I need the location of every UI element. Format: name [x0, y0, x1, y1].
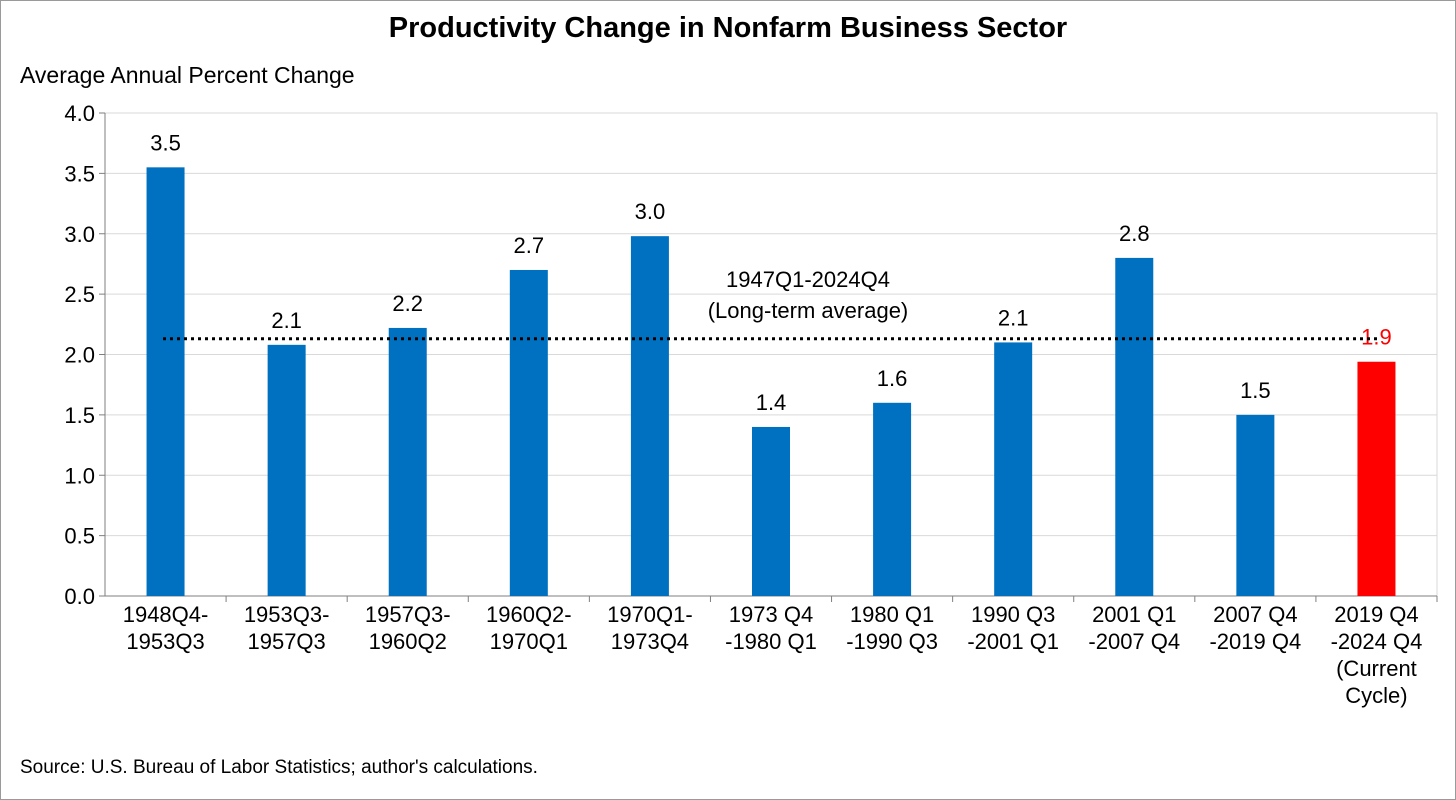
- y-tick-label: 0.0: [64, 584, 95, 609]
- x-tick-label: 1957Q3-: [365, 602, 451, 627]
- y-tick-label: 0.5: [64, 524, 95, 549]
- x-tick-label: 1970Q1-: [607, 602, 693, 627]
- bar: [1115, 257, 1154, 596]
- bar: [994, 342, 1033, 596]
- y-tick-label: 2.0: [64, 343, 95, 368]
- data-label: 2.1: [998, 305, 1029, 330]
- x-tick-label: 2019 Q4: [1334, 602, 1418, 627]
- data-label: 2.2: [392, 291, 423, 316]
- x-tick-label: 1990 Q3: [971, 602, 1055, 627]
- data-label: 2.1: [271, 308, 302, 333]
- data-label: 2.7: [514, 233, 545, 258]
- bar: [388, 327, 427, 596]
- bar: [146, 167, 185, 596]
- y-tick-label: 2.5: [64, 282, 95, 307]
- bar: [1236, 414, 1275, 596]
- x-tick-label: -2024 Q4: [1331, 629, 1423, 654]
- x-tick-label: 1960Q2-: [486, 602, 572, 627]
- data-label: 2.8: [1119, 221, 1150, 246]
- x-tick-label: 1970Q1: [490, 629, 568, 654]
- x-tick-label: 1948Q4-: [123, 602, 209, 627]
- bar: [1357, 361, 1396, 596]
- x-tick-label: 1973 Q4: [729, 602, 813, 627]
- y-axis-title: Average Annual Percent Change: [20, 62, 355, 88]
- reference-line-label: (Long-term average): [708, 298, 909, 323]
- x-tick-label: -2007 Q4: [1088, 629, 1180, 654]
- source-note: Source: U.S. Bureau of Labor Statistics;…: [20, 757, 538, 778]
- data-label: 1.9: [1361, 325, 1392, 350]
- x-tick-label: -1990 Q3: [846, 629, 938, 654]
- y-tick-label: 3.0: [64, 222, 95, 247]
- x-tick-label: 2007 Q4: [1213, 602, 1297, 627]
- x-tick-label: 1980 Q1: [850, 602, 934, 627]
- data-label: 3.0: [635, 199, 666, 224]
- bar: [873, 402, 912, 596]
- x-tick-label: 1953Q3-: [244, 602, 330, 627]
- bar: [509, 269, 548, 596]
- data-label: 1.6: [877, 366, 908, 391]
- x-tick-label: 1973Q4: [611, 629, 689, 654]
- data-label: 3.5: [150, 130, 181, 155]
- y-tick-label: 1.0: [64, 463, 95, 488]
- bar: [630, 236, 669, 597]
- x-tick-label: -1980 Q1: [725, 629, 817, 654]
- bar: [752, 426, 790, 596]
- x-tick-label: 1953Q3: [126, 629, 204, 654]
- y-tick-label: 4.0: [64, 101, 95, 126]
- data-label: 1.5: [1240, 378, 1271, 403]
- x-tick-label: -2019 Q4: [1209, 629, 1301, 654]
- chart-title: Productivity Change in Nonfarm Business …: [388, 12, 1068, 44]
- x-tick-label: 1960Q2: [369, 629, 447, 654]
- x-tick-label: 1957Q3: [247, 629, 325, 654]
- bar: [267, 344, 306, 596]
- y-tick-label: 3.5: [64, 161, 95, 186]
- reference-line-label: 1947Q1-2024Q4: [726, 267, 890, 292]
- data-label: 1.4: [756, 390, 787, 415]
- x-tick-label: Cycle): [1345, 683, 1407, 708]
- x-tick-label: -2001 Q1: [967, 629, 1059, 654]
- x-tick-label: 2001 Q1: [1092, 602, 1176, 627]
- y-tick-label: 1.5: [64, 403, 95, 428]
- x-tick-label: (Current: [1336, 656, 1417, 681]
